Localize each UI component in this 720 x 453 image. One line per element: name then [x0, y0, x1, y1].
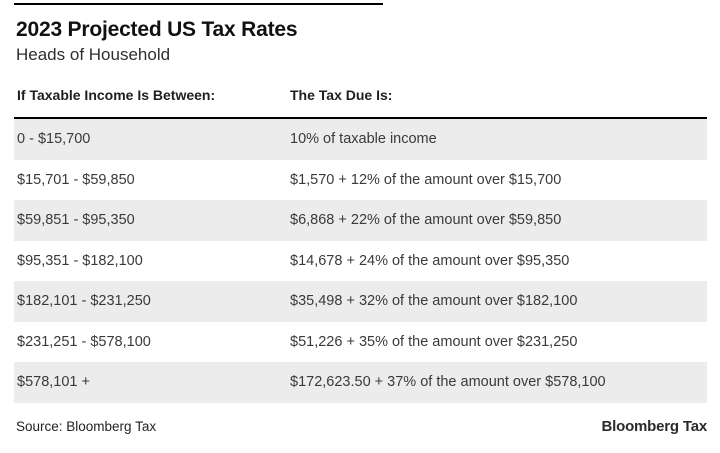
income-range-cell: 0 - $15,700 — [17, 131, 91, 148]
tax-due-cell: $172,623.50 + 37% of the amount over $57… — [290, 374, 606, 391]
page-subtitle: Heads of Household — [16, 45, 171, 64]
column-header-tax-due: The Tax Due Is: — [290, 87, 393, 103]
tax-due-cell: $6,868 + 22% of the amount over $59,850 — [290, 212, 562, 229]
tax-due-cell: $1,570 + 12% of the amount over $15,700 — [290, 171, 562, 188]
tax-due-cell: $14,678 + 24% of the amount over $95,350 — [290, 252, 570, 269]
table-row: 0 - $15,700 10% of taxable income — [14, 119, 707, 160]
table-row: $231,251 - $578,100 $51,226 + 35% of the… — [14, 321, 707, 362]
tax-due-cell: $51,226 + 35% of the amount over $231,25… — [290, 333, 578, 350]
table-row: $59,851 - $95,350 $6,868 + 22% of the am… — [14, 200, 707, 241]
table-row: $15,701 - $59,850 $1,570 + 12% of the am… — [14, 159, 707, 200]
table-header-row: If Taxable Income Is Between: The Tax Du… — [17, 87, 707, 103]
income-range-cell: $578,101 + — [17, 374, 90, 391]
table-row: $578,101 + $172,623.50 + 37% of the amou… — [14, 362, 707, 403]
table-row: $95,351 - $182,100 $14,678 + 24% of the … — [14, 240, 707, 281]
footer: Source: Bloomberg Tax Bloomberg Tax — [16, 418, 707, 435]
income-range-cell: $182,101 - $231,250 — [17, 293, 151, 310]
income-range-cell: $95,351 - $182,100 — [17, 252, 143, 269]
table-row: $182,101 - $231,250 $35,498 + 32% of the… — [14, 281, 707, 322]
top-accent-line — [14, 3, 383, 5]
income-range-cell: $231,251 - $578,100 — [17, 333, 151, 350]
tax-due-cell: 10% of taxable income — [290, 131, 437, 148]
source-attribution: Source: Bloomberg Tax — [16, 419, 157, 434]
tax-brackets-table: 0 - $15,700 10% of taxable income $15,70… — [14, 117, 707, 403]
page-title: 2023 Projected US Tax Rates — [16, 18, 298, 41]
column-header-income-range: If Taxable Income Is Between: — [17, 87, 216, 103]
tax-due-cell: $35,498 + 32% of the amount over $182,10… — [290, 293, 578, 310]
income-range-cell: $59,851 - $95,350 — [17, 212, 135, 229]
income-range-cell: $15,701 - $59,850 — [17, 171, 135, 188]
bloomberg-tax-wordmark: Bloomberg Tax — [601, 418, 708, 435]
